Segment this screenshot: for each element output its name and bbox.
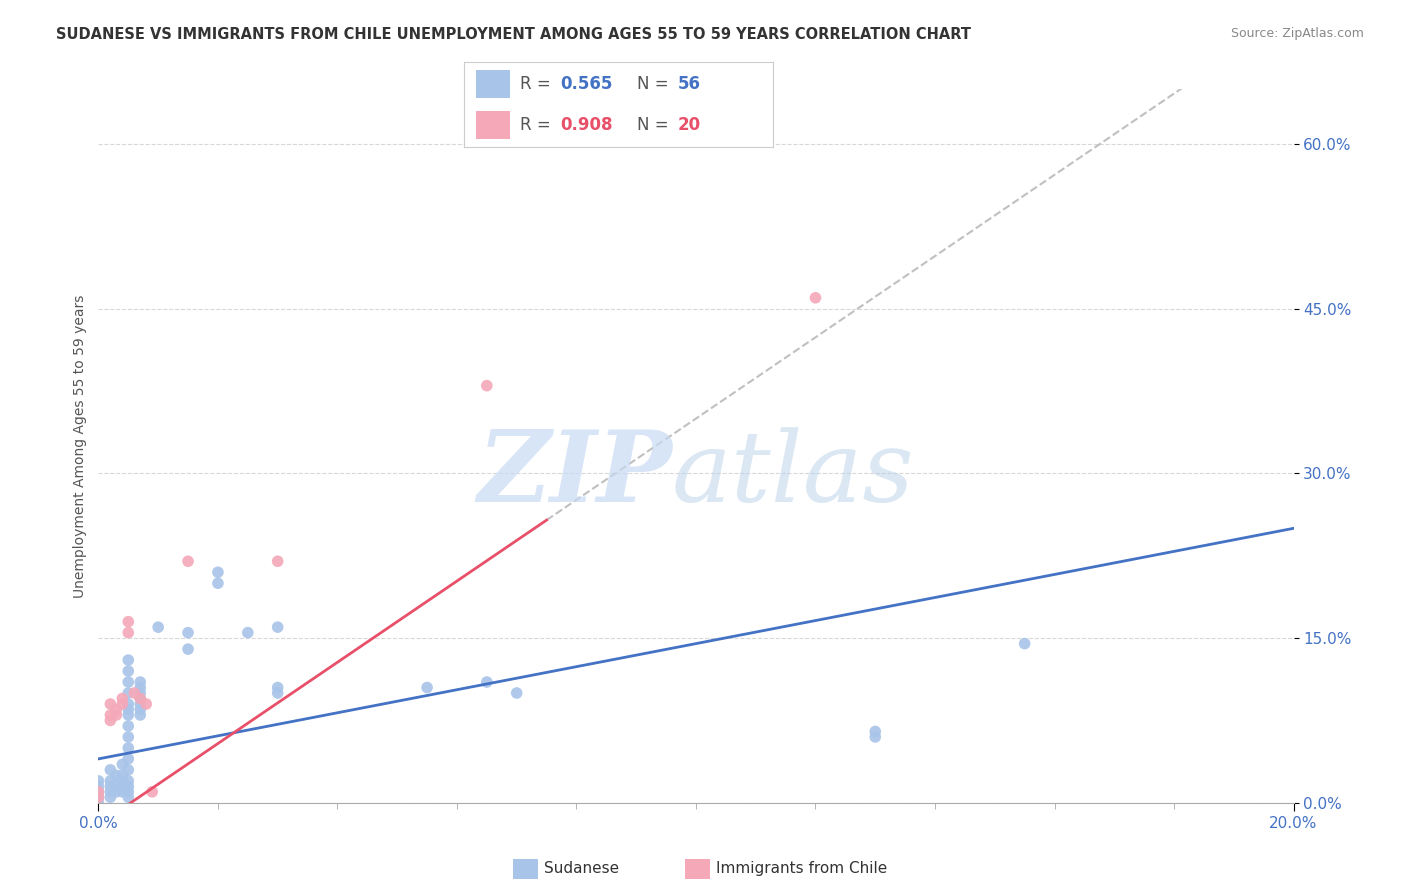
Point [111,780,134,794]
Point [207,576,229,591]
Point [129,691,152,706]
Point [117,702,139,716]
Point [129,708,152,723]
Point [117,763,139,777]
Point [87,790,110,805]
Point [117,686,139,700]
Point [865,730,887,744]
Text: Source: ZipAtlas.com: Source: ZipAtlas.com [1230,27,1364,40]
Point [87,773,110,788]
Point [105,785,128,799]
Point [129,681,152,695]
Text: 56: 56 [678,76,700,94]
Point [87,785,110,799]
Text: ZIP: ZIP [477,426,672,523]
Text: R =: R = [520,76,555,94]
Point [804,291,827,305]
Point [135,697,157,711]
Text: Immigrants from Chile: Immigrants from Chile [716,862,887,876]
Point [177,625,200,640]
Point [98,780,122,794]
Point [111,768,134,782]
Bar [477,70,510,98]
Text: 20: 20 [678,116,700,134]
Point [236,625,259,640]
Point [117,708,139,723]
Point [111,691,134,706]
Point [124,686,146,700]
Point [87,790,110,805]
Point [98,714,122,728]
Point [117,653,139,667]
Point [98,790,122,805]
Point [117,780,139,794]
Point [111,773,134,788]
Text: Sudanese: Sudanese [544,862,619,876]
Point [87,785,110,799]
Point [117,664,139,678]
Text: N =: N = [637,76,673,94]
Point [506,104,529,119]
Point [111,785,134,799]
Point [98,708,122,723]
Bar [477,111,510,139]
Point [506,686,529,700]
Point [207,566,229,580]
Text: atlas: atlas [672,427,915,522]
Point [117,615,139,629]
Text: 0.565: 0.565 [560,76,612,94]
Point [267,681,290,695]
Point [129,702,152,716]
Point [148,620,170,634]
Point [129,675,152,690]
Point [117,625,139,640]
Point [111,757,134,772]
Point [129,686,152,700]
Point [177,642,200,657]
Point [117,697,139,711]
Point [117,752,139,766]
Point [129,697,152,711]
Point [117,719,139,733]
Point [98,697,122,711]
Point [141,785,163,799]
Point [117,790,139,805]
Point [98,763,122,777]
Point [98,785,122,799]
Point [105,702,128,716]
Point [87,780,110,794]
Point [267,686,290,700]
Point [475,378,498,392]
Point [117,785,139,799]
Text: SUDANESE VS IMMIGRANTS FROM CHILE UNEMPLOYMENT AMONG AGES 55 TO 59 YEARS CORRELA: SUDANESE VS IMMIGRANTS FROM CHILE UNEMPL… [56,27,972,42]
Point [129,691,152,706]
Point [105,708,128,723]
Text: R =: R = [520,116,555,134]
Point [267,554,290,568]
Text: 0.908: 0.908 [560,116,613,134]
Point [1014,637,1036,651]
Point [177,554,200,568]
Point [117,773,139,788]
Point [117,730,139,744]
Y-axis label: Unemployment Among Ages 55 to 59 years: Unemployment Among Ages 55 to 59 years [73,294,87,598]
Text: N =: N = [637,116,673,134]
Point [865,724,887,739]
Point [267,620,290,634]
Point [475,675,498,690]
Point [105,780,128,794]
Point [416,681,439,695]
Point [111,697,134,711]
Point [98,773,122,788]
Point [87,796,110,810]
Point [117,740,139,755]
Point [117,675,139,690]
Point [105,768,128,782]
